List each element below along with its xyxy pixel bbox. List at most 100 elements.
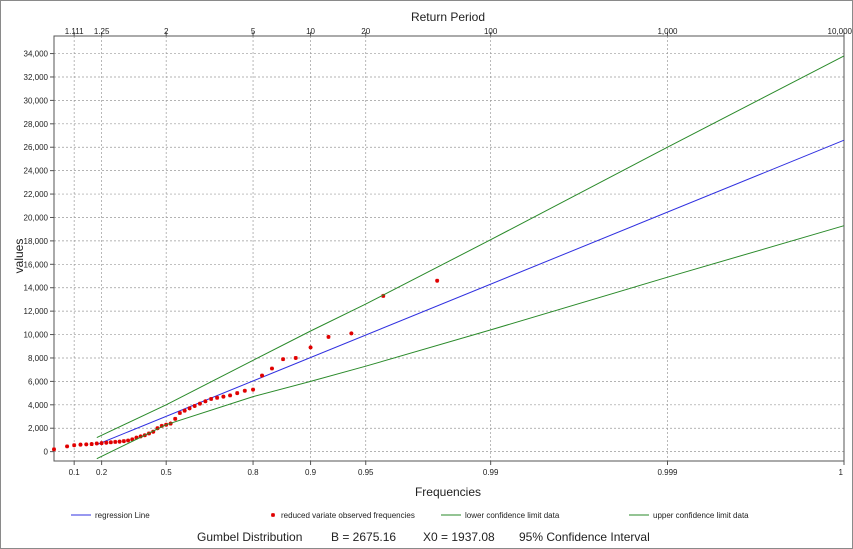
x2-axis-title: Return Period (411, 10, 485, 24)
data-point (89, 442, 94, 447)
y-tick-label: 26,000 (24, 143, 49, 152)
footer-confidence: 95% Confidence Interval (519, 530, 650, 544)
y-tick-label: 6,000 (28, 377, 49, 386)
data-point (173, 416, 178, 421)
footer-distribution: Gumbel Distribution (197, 530, 302, 544)
x2-tick-label: 10 (306, 27, 315, 36)
data-point (84, 442, 89, 447)
data-point (177, 410, 182, 415)
upper-confidence-line (96, 55, 845, 439)
data-point (78, 442, 83, 447)
data-point (203, 399, 208, 404)
x2-tick-label: 100 (484, 27, 498, 36)
data-point (435, 278, 440, 283)
x-tick-label: 1 (839, 468, 844, 477)
data-point (381, 293, 386, 298)
y-tick-label: 10,000 (24, 331, 49, 340)
x2-tick-label: 10,000 (828, 27, 852, 36)
data-point (52, 447, 56, 452)
data-point (121, 439, 126, 444)
x-tick-label: 0.999 (657, 468, 678, 477)
y-tick-label: 20,000 (24, 213, 49, 222)
footer-x0-param: X0 = 1937.08 (423, 530, 495, 544)
footer-b-param: B = 2675.16 (331, 530, 396, 544)
data-point (281, 357, 286, 362)
series-layer (52, 55, 845, 460)
x2-tick-label: 1,000 (657, 27, 678, 36)
x-tick-label: 0.9 (305, 468, 317, 477)
legend-swatch (271, 513, 275, 517)
data-point (159, 423, 164, 428)
data-point (221, 394, 226, 399)
data-point (192, 403, 197, 408)
data-point (113, 439, 118, 444)
data-point (228, 393, 233, 398)
data-point (308, 345, 313, 350)
data-point (187, 406, 192, 411)
y-tick-label: 34,000 (24, 50, 49, 59)
x2-tick-label: 1.111 (65, 27, 84, 36)
data-point (260, 373, 265, 378)
y-tick-label: 32,000 (24, 73, 49, 82)
regression-line (96, 139, 845, 446)
y-tick-label: 24,000 (24, 167, 49, 176)
data-point (72, 443, 77, 448)
plot-area (53, 35, 845, 462)
y-tick-label: 2,000 (28, 424, 49, 433)
y-tick-label: 16,000 (24, 260, 49, 269)
x-axis-title: Frequencies (415, 485, 481, 499)
x2-tick-label: 1.25 (94, 27, 110, 36)
data-point (235, 391, 240, 396)
lower-confidence-line (96, 225, 845, 460)
data-point (293, 355, 298, 360)
y-tick-label: 28,000 (24, 120, 49, 129)
y-tick-label: 8,000 (28, 354, 49, 363)
data-point (209, 396, 214, 401)
data-point (126, 438, 131, 443)
x-tick-label: 0.1 (69, 468, 81, 477)
data-point (215, 395, 220, 400)
y-tick-label: 18,000 (24, 237, 49, 246)
x-tick-label: 0.5 (161, 468, 173, 477)
x2-tick-label: 20 (361, 27, 370, 36)
legend-entry: reduced variate observed frequencies (281, 511, 415, 520)
x-tick-label: 0.99 (483, 468, 499, 477)
x2-tick-label: 2 (164, 27, 169, 36)
data-point (155, 426, 160, 431)
y-tick-label: 30,000 (24, 96, 49, 105)
x-axis: 0.1 0.2 0.5 0.8 0.9 0.95 0.99 0.999 1 (69, 461, 845, 477)
y-axis: 0 2,000 4,000 6,000 8,000 10,000 12,000 14,000 1… (24, 50, 54, 457)
data-point (108, 440, 113, 445)
data-point (251, 387, 256, 392)
y-tick-label: 0 (44, 448, 49, 457)
legend: regression Line reduced variate observed … (71, 511, 749, 520)
x-tick-label: 0.8 (247, 468, 259, 477)
data-point (130, 437, 135, 442)
grid (54, 36, 845, 461)
data-point (269, 366, 274, 371)
data-point (94, 441, 99, 446)
y-tick-label: 22,000 (24, 190, 49, 199)
x2-axis: 1.111 1.25 2 5 10 20 100 1,000 10,000 (65, 27, 852, 36)
data-point (99, 441, 104, 446)
legend-entry: upper confidence limit data (653, 511, 749, 520)
data-point (104, 440, 109, 445)
data-point (242, 388, 247, 393)
x-tick-label: 0.2 (96, 468, 108, 477)
data-point (182, 408, 187, 413)
data-point (65, 444, 70, 449)
y-axis-title: values (12, 239, 26, 274)
x2-tick-label: 5 (251, 27, 256, 36)
data-point (349, 331, 354, 336)
data-point (197, 401, 202, 406)
data-point (151, 429, 156, 434)
data-point (134, 435, 139, 440)
legend-entry: regression Line (95, 511, 150, 520)
data-point (117, 439, 122, 444)
data-point (138, 434, 143, 439)
legend-entry: lower confidence limit data (465, 511, 560, 520)
data-point (326, 334, 331, 339)
y-tick-label: 4,000 (28, 401, 49, 410)
